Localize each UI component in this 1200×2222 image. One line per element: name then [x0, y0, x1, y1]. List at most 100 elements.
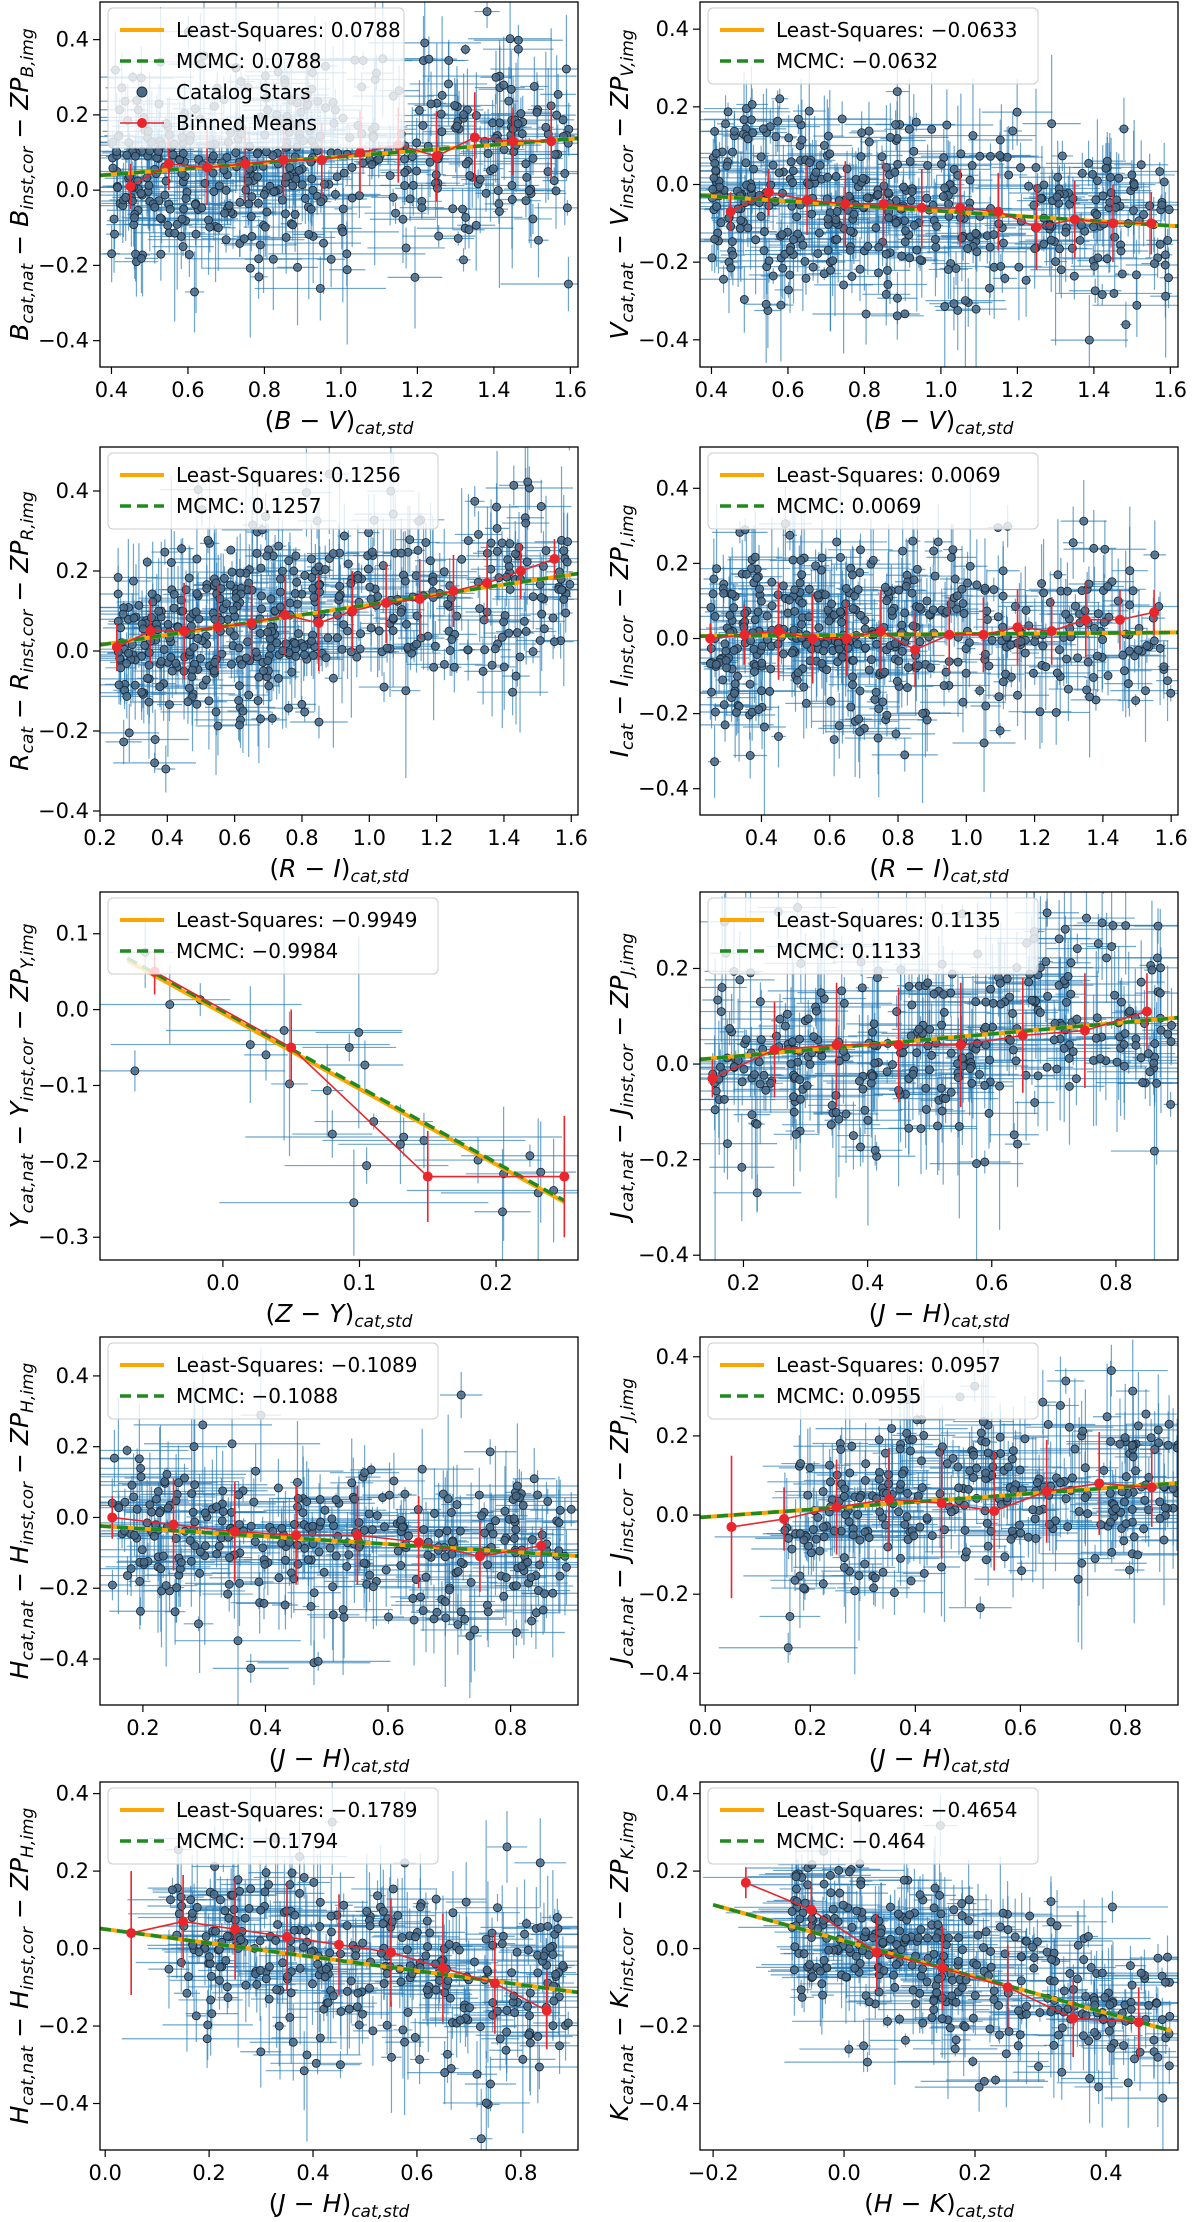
star-point: [461, 212, 471, 222]
star-point: [956, 149, 966, 159]
star-point: [335, 581, 345, 591]
star-point: [160, 190, 170, 200]
star-point: [488, 164, 498, 174]
star-point: [209, 187, 219, 197]
star-point: [819, 141, 829, 150]
star-point: [146, 613, 156, 623]
star-point: [874, 268, 883, 278]
star-point: [255, 240, 265, 250]
star-point: [166, 558, 176, 567]
star-point: [499, 662, 509, 672]
star-point: [856, 152, 866, 162]
star-point: [253, 198, 263, 208]
star-point: [1052, 192, 1062, 202]
star-point: [736, 215, 746, 225]
star-point: [167, 666, 177, 676]
star-point: [445, 645, 455, 655]
star-point: [463, 645, 473, 655]
star-point: [504, 628, 514, 638]
star-point: [797, 135, 807, 145]
star-point: [516, 109, 526, 119]
star-point: [1039, 180, 1049, 190]
star-point: [497, 632, 507, 642]
star-point: [746, 115, 756, 125]
star-point: [764, 256, 774, 266]
star-point: [346, 647, 356, 657]
star-point: [231, 148, 241, 158]
star-point: [1105, 172, 1115, 182]
legend-least-squares-label: Least-Squares: 0.0788: [176, 18, 401, 42]
star-point: [768, 160, 778, 170]
star-point: [909, 220, 919, 230]
binned-mean-point: [145, 626, 156, 636]
plot-area-R: [100, 447, 578, 793]
y-tick-label: 0.4: [56, 28, 89, 52]
star-point: [254, 254, 264, 264]
star-point: [775, 94, 785, 104]
star-point: [288, 220, 298, 230]
star-point: [891, 218, 901, 228]
binned-mean-point: [546, 136, 557, 147]
star-point: [505, 34, 515, 44]
star-point: [243, 176, 253, 186]
binned-mean-point: [916, 202, 927, 213]
legend-box: [107, 7, 405, 149]
star-point: [883, 265, 892, 275]
star-point: [426, 99, 436, 109]
star-point: [521, 159, 531, 169]
star-point: [534, 235, 543, 245]
star-point: [379, 682, 389, 692]
star-point: [711, 148, 721, 158]
star-point: [227, 659, 236, 669]
star-point: [747, 182, 756, 192]
star-point: [234, 696, 244, 705]
x-tick-label: 0.2: [83, 826, 116, 850]
star-point: [846, 226, 855, 236]
star-point: [178, 606, 188, 616]
star-point: [513, 35, 523, 45]
star-point: [192, 589, 202, 599]
star-point: [811, 167, 821, 177]
star-point: [291, 551, 301, 561]
star-point: [927, 124, 937, 134]
binned-mean-point: [993, 206, 1004, 217]
star-point: [221, 185, 231, 195]
star-point: [342, 265, 352, 275]
star-point: [507, 195, 517, 204]
star-point: [828, 256, 838, 266]
star-point: [727, 237, 737, 247]
star-point: [517, 129, 527, 139]
star-point: [177, 214, 187, 224]
star-point: [119, 737, 129, 747]
y-tick-label: 0.2: [56, 103, 89, 127]
star-point: [491, 72, 501, 82]
star-point: [262, 207, 272, 217]
star-point: [257, 591, 266, 601]
star-point: [228, 605, 238, 615]
star-point: [771, 132, 781, 142]
star-point: [413, 545, 423, 555]
star-point: [184, 683, 194, 693]
star-point: [382, 643, 392, 653]
star-point: [247, 231, 257, 241]
star-point: [760, 227, 769, 237]
star-point: [181, 194, 191, 203]
star-point: [971, 304, 981, 314]
star-point: [122, 691, 132, 701]
star-point: [450, 100, 460, 110]
star-point: [448, 204, 458, 214]
star-point: [154, 606, 164, 616]
star-point: [862, 193, 872, 203]
star-point: [161, 764, 171, 774]
star-point: [294, 629, 303, 639]
x-tick-label: 1.4: [1077, 378, 1110, 402]
y-tick-label: 0.0: [656, 173, 689, 197]
star-point: [1000, 273, 1010, 283]
star-point: [400, 181, 410, 191]
star-point: [505, 584, 515, 594]
star-point: [890, 167, 900, 177]
star-point: [499, 617, 509, 627]
star-point: [439, 659, 449, 669]
star-point: [170, 228, 180, 238]
star-point: [213, 223, 223, 233]
